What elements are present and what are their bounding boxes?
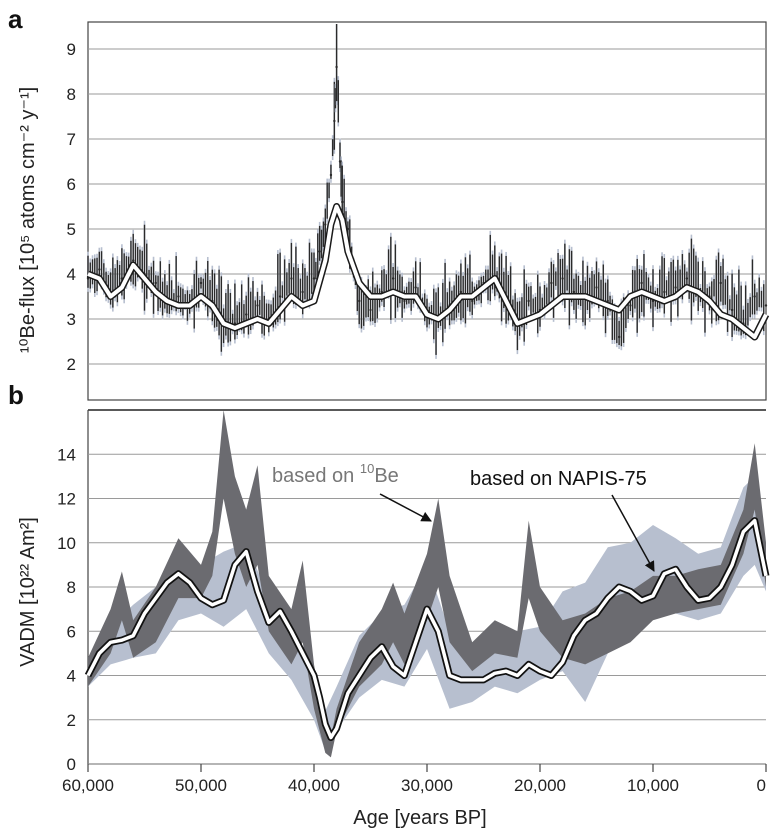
panel-a-raw-point [595, 286, 598, 289]
panel-a-raw-point [674, 286, 677, 289]
panel-b-ytick-label: 12 [57, 490, 76, 509]
annotation-be-arrow [379, 493, 432, 522]
panel-a-raw-point [730, 308, 734, 312]
panel-a-raw-point [369, 308, 372, 312]
panel-a-raw-point [617, 335, 621, 339]
panel-b-xtick-label: 10,000 [627, 776, 679, 795]
panel-a-frame [87, 21, 767, 401]
annotation-be-text: based on [272, 465, 360, 487]
panel-a-raw-point [629, 304, 632, 307]
annotation-be: based on 10Be [272, 461, 399, 487]
panel-a-raw-point [753, 295, 756, 298]
annotation-napis: based on NAPIS-75 [470, 468, 647, 490]
panel-b-ytick-label: 0 [67, 755, 76, 774]
panel-b-ytick-label: 8 [67, 578, 76, 597]
panel-b-xtick-label: 50,000 [175, 776, 227, 795]
panel-a-plot: 2 3 4 5 6 7 8 9 [67, 21, 770, 401]
panel-a-raw-point [278, 295, 282, 298]
mean-curve [86, 518, 768, 740]
panel-b-ytick-label: 4 [67, 667, 76, 686]
annotation-napis-arrow [611, 494, 655, 572]
panel-a-raw-point [764, 304, 768, 307]
panel-a-raw-point [358, 299, 361, 303]
panel-a-raw-point [391, 277, 395, 280]
panel-b-xtick-label: 30,000 [401, 776, 453, 795]
panel-a-label: a [8, 4, 23, 34]
annotation-be-sup: 10 [360, 461, 374, 476]
panel-a-raw-point [329, 173, 333, 177]
panel-a-raw-point [324, 223, 327, 226]
panel-b-xlabel: Age [years BP] [353, 807, 486, 829]
panel-a-raw-point [685, 277, 689, 280]
panel-a-raw-point [199, 281, 203, 285]
panel-b-ytick-label: 14 [57, 445, 76, 464]
panel-a-raw-point [338, 160, 342, 163]
panel-b-label: b [8, 380, 24, 410]
panel-a-raw-point [572, 290, 576, 294]
panel-a-raw-point [132, 259, 135, 262]
panel-a-ytick-label: 7 [67, 130, 76, 149]
panel-b-ytick-label: 10 [57, 534, 76, 553]
panel-b-xtick-label: 20,000 [514, 776, 566, 795]
panel-a-ylabel: ¹⁰Be-flux [10⁵ atoms cm⁻² y⁻¹] [17, 87, 39, 353]
panel-a-ytick-label: 2 [67, 355, 76, 374]
panel-a-raw-point [154, 281, 157, 285]
panel-a-ytick-label: 8 [67, 85, 76, 104]
panel-a-raw-point [312, 277, 316, 280]
panel-a-raw-point [561, 277, 564, 280]
panel-a-raw-point [341, 200, 344, 204]
panel-a-ytick-label: 3 [67, 310, 76, 329]
panel-a-raw-point [245, 313, 248, 316]
panel-a-raw-point [98, 268, 101, 271]
panel-b-ylabel: VADM [10²² Am²] [17, 517, 39, 667]
panel-a-ytick-label: 9 [67, 40, 76, 59]
panel-a-raw-point [177, 295, 180, 298]
panel-b-xtick-label: 0 [757, 776, 766, 795]
panel-b-xtick-label: 40,000 [288, 776, 340, 795]
panel-a-raw-point [550, 281, 553, 285]
panel-a-raw-point [459, 290, 463, 294]
panel-a-raw-point [335, 65, 338, 69]
panel-a-raw-point [663, 290, 666, 294]
panel-a-smooth-line [87, 204, 768, 339]
panel-a-raw-point [318, 250, 321, 253]
panel-a-raw-point [290, 277, 293, 280]
panel-b-ytick-label: 6 [67, 622, 76, 641]
panel-a-raw-point [719, 281, 722, 285]
panel-b-ytick-label: 2 [67, 711, 76, 730]
panel-a-raw-point [471, 299, 474, 303]
panel-a-raw-point [301, 290, 304, 294]
panel-a-ytick-label: 4 [67, 265, 76, 284]
panel-b-xtick-label: 60,000 [62, 776, 114, 795]
annotation-be-tail: Be [374, 465, 398, 487]
be-band [88, 410, 766, 758]
panel-b-plot: 0 2 4 6 8 10 12 14 60,000 50,000 40,000 30,000 20,00… [57, 409, 770, 795]
panel-a-raw-point [403, 299, 406, 303]
panel-a-raw-point [414, 286, 417, 289]
panel-a-ytick-label: 5 [67, 220, 76, 239]
panel-a-ytick-label: 6 [67, 175, 76, 194]
panel-a-raw-point [640, 281, 643, 285]
panel-a-raw-point [333, 119, 336, 123]
panel-a-raw-point [527, 299, 530, 303]
panel-a-raw-point [256, 304, 259, 307]
